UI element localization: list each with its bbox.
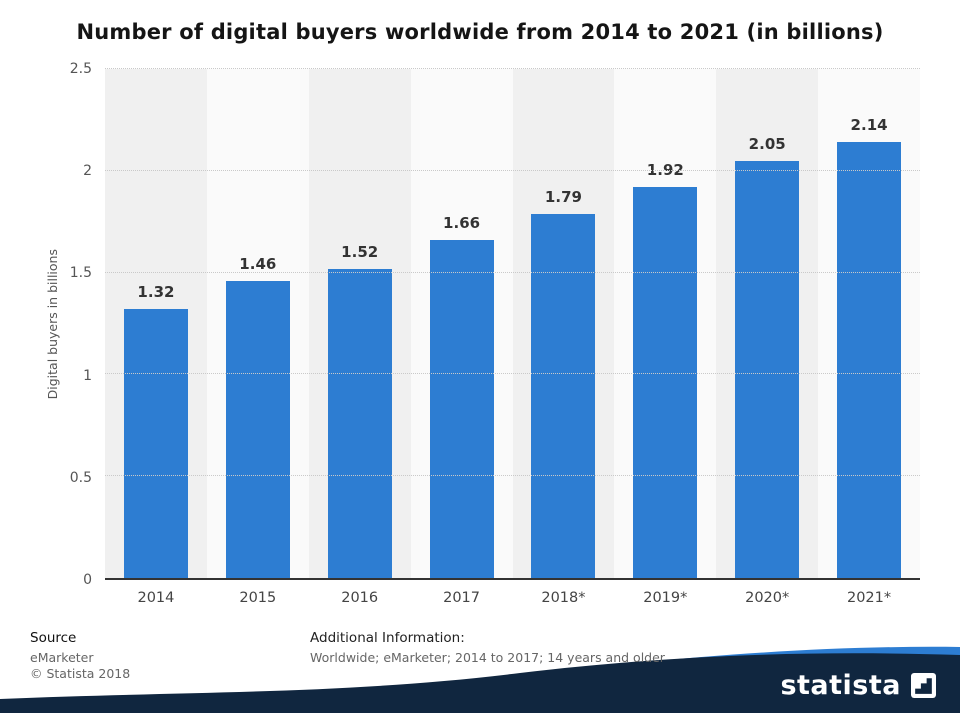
column-stripe: 1.92 bbox=[614, 69, 717, 578]
additional-info-heading: Additional Information: bbox=[310, 630, 465, 646]
column-stripe: 2.14 bbox=[818, 69, 920, 578]
bar-value-label: 1.66 bbox=[443, 214, 481, 233]
footer-wave bbox=[0, 646, 960, 713]
statista-logo-icon bbox=[911, 673, 936, 698]
bar-value-label: 1.92 bbox=[646, 161, 684, 180]
additional-info-block: Additional Information: Worldwide; eMark… bbox=[310, 630, 665, 665]
bar-2020 bbox=[735, 160, 800, 578]
bar-columns: 1.32 1.46 1.52 1.66 1.79 1.92 2.05 2.14 bbox=[105, 69, 920, 578]
additional-info-text: Worldwide; eMarketer; 2014 to 2017; 14 y… bbox=[310, 650, 665, 665]
y-tick-label: 0 bbox=[83, 572, 92, 588]
footer-wave-navy bbox=[0, 653, 960, 713]
plot-area: 1.32 1.46 1.52 1.66 1.79 1.92 2.05 2.14 bbox=[105, 68, 920, 580]
column-stripe: 2.05 bbox=[716, 69, 819, 578]
column-stripe: 1.52 bbox=[308, 69, 411, 578]
y-tick-label: 0.5 bbox=[69, 469, 92, 486]
column-stripe: 1.46 bbox=[206, 69, 309, 578]
x-tick-label: 2019* bbox=[643, 590, 688, 606]
y-axis: 0 0.5 1 1.5 2 2.5 bbox=[0, 61, 98, 588]
x-tick-label: 2017 bbox=[443, 590, 481, 606]
source-block: Source eMarketer © Statista 2018 bbox=[30, 630, 130, 683]
bar-2016 bbox=[327, 268, 392, 578]
x-tick-label: 2020* bbox=[745, 590, 790, 606]
y-tick-label: 1 bbox=[83, 367, 92, 384]
x-tick-label: 2015 bbox=[239, 590, 277, 606]
statista-logo-text: statista bbox=[780, 670, 901, 701]
bar-value-label: 1.52 bbox=[341, 242, 379, 261]
statista-logo: statista bbox=[780, 670, 936, 701]
chart-title: Number of digital buyers worldwide from … bbox=[76, 20, 884, 44]
bar-2015 bbox=[225, 280, 290, 578]
y-tick-label: 1.5 bbox=[69, 265, 92, 282]
column-stripe: 1.32 bbox=[105, 69, 207, 578]
source-heading: Source bbox=[30, 630, 77, 646]
x-tick-label: 2016 bbox=[341, 590, 379, 606]
bar-value-label: 2.05 bbox=[748, 134, 786, 153]
bar-2018 bbox=[531, 213, 596, 578]
source-line-copyright: © Statista 2018 bbox=[30, 666, 131, 682]
bar-2017 bbox=[429, 240, 494, 578]
bar-value-label: 1.46 bbox=[239, 254, 277, 273]
bar-2019 bbox=[633, 187, 698, 578]
bar-value-label: 1.79 bbox=[544, 187, 582, 206]
x-tick-label: 2014 bbox=[137, 590, 175, 606]
x-tick-label: 2018* bbox=[541, 590, 586, 606]
bar-2021 bbox=[837, 142, 902, 578]
x-axis: 2014 2015 2016 2017 2018* 2019* 2020* 2021* bbox=[105, 590, 920, 606]
column-stripe: 1.66 bbox=[410, 69, 513, 578]
source-line-publisher: eMarketer bbox=[30, 650, 94, 665]
y-tick-label: 2.5 bbox=[69, 61, 92, 77]
x-tick-label: 2021* bbox=[846, 590, 892, 606]
bar-value-label: 2.14 bbox=[850, 116, 888, 135]
bar-value-label: 1.32 bbox=[137, 283, 175, 302]
bar-2014 bbox=[123, 309, 188, 578]
y-tick-label: 2 bbox=[83, 163, 92, 180]
column-stripe: 1.79 bbox=[512, 69, 615, 578]
